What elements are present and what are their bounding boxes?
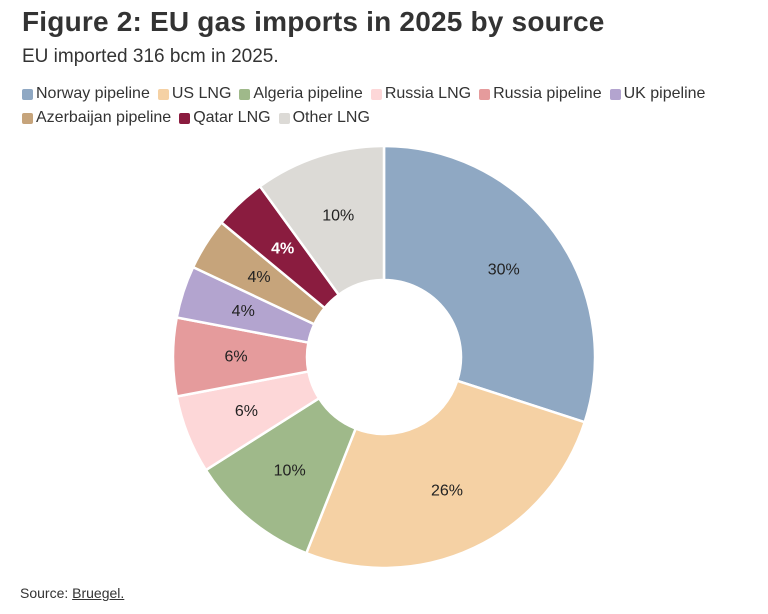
legend-swatch xyxy=(239,88,251,100)
legend-item: Qatar LNG xyxy=(179,108,271,128)
source-prefix: Source: xyxy=(20,585,69,601)
legend-item: Azerbaijan pipeline xyxy=(22,108,171,128)
slice-data-label: 4% xyxy=(247,269,270,286)
legend-swatch xyxy=(278,112,290,124)
pie-slice xyxy=(258,144,386,296)
pie-slice xyxy=(305,379,586,570)
legend-label: Norway pipeline xyxy=(36,85,150,102)
legend-swatch xyxy=(370,88,382,100)
legend-label: Qatar LNG xyxy=(193,109,271,126)
legend-swatch xyxy=(179,112,191,124)
legend-item: UK pipeline xyxy=(609,84,706,104)
chart-title: Figure 2: EU gas imports in 2025 by sour… xyxy=(22,6,605,37)
legend-label: Russia pipeline xyxy=(493,85,602,102)
pie-slice xyxy=(382,144,597,424)
legend-item: US LNG xyxy=(157,84,232,104)
legend-item: Russia pipeline xyxy=(479,84,602,104)
slice-data-label: 4% xyxy=(271,241,294,258)
legend-item: Norway pipeline xyxy=(22,84,150,104)
slice-data-label: 26% xyxy=(431,482,463,499)
legend-swatch xyxy=(22,88,33,100)
slice-data-label: 6% xyxy=(224,349,247,366)
slice-data-label: 10% xyxy=(322,208,354,225)
legend-swatch xyxy=(609,88,621,100)
legend-label: US LNG xyxy=(171,85,232,102)
legend-label: Algeria pipeline xyxy=(253,85,363,102)
chart-subtitle: EU imported 316 bcm in 2025. xyxy=(22,46,279,67)
legend-label: Other LNG xyxy=(292,109,370,126)
legend-swatch xyxy=(22,112,33,124)
chart-legend: Norway pipeline US LNG Algeria pipeline Rus… xyxy=(22,84,752,128)
legend-item: Algeria pipeline xyxy=(239,84,363,104)
legend-label: Azerbaijan pipeline xyxy=(36,109,172,126)
legend-swatch xyxy=(157,88,169,100)
legend-label: Russia LNG xyxy=(384,85,472,102)
slice-data-label: 10% xyxy=(274,463,306,480)
legend-item: Other LNG xyxy=(278,108,370,128)
slice-data-label: 30% xyxy=(488,262,520,279)
source-note: Source: Bruegel. xyxy=(20,585,124,601)
legend-label: UK pipeline xyxy=(623,85,706,102)
legend-item: Russia LNG xyxy=(370,84,472,104)
source-link[interactable]: Bruegel. xyxy=(72,585,125,601)
slice-data-label: 4% xyxy=(232,303,255,320)
slice-data-label: 6% xyxy=(235,403,258,420)
legend-swatch xyxy=(479,88,491,100)
